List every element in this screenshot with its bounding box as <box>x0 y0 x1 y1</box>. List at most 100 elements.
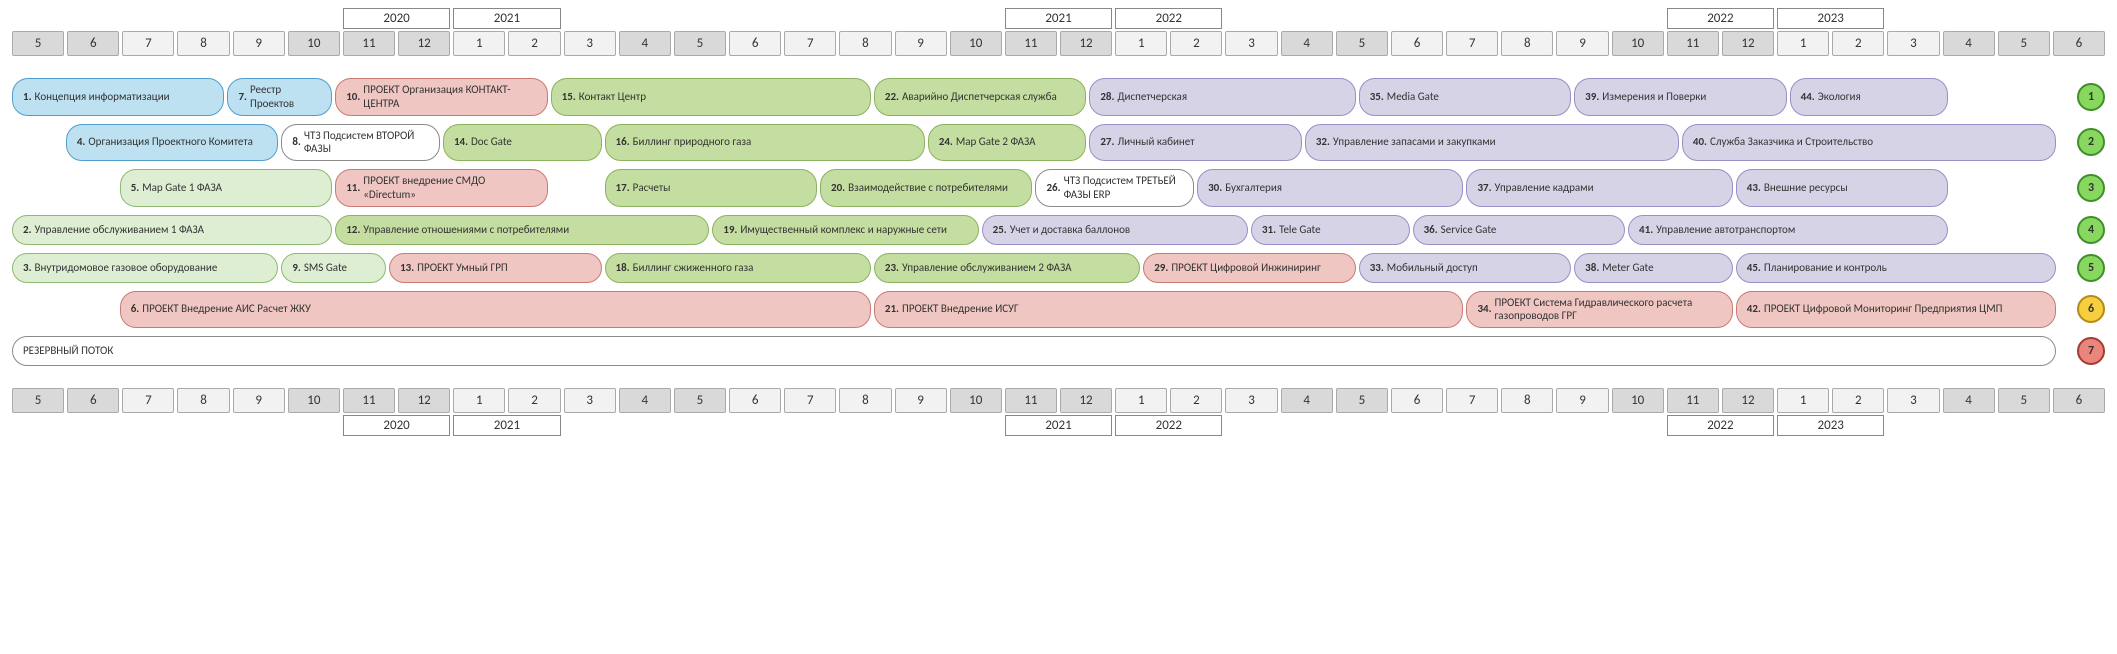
bar-label: Service Gate <box>1441 223 1497 237</box>
gantt-timeline: 202020212021202220222023 567891011121234… <box>12 8 2105 436</box>
gantt-bar: 28. Диспетчерская <box>1089 78 1355 116</box>
month-cell: 10 <box>288 388 340 413</box>
gantt-bar: 34. ПРОЕКТ Система Гидравлического расче… <box>1466 291 1732 329</box>
bar-label: Биллинг сжиженного газа <box>633 261 754 275</box>
month-cell: 10 <box>1612 31 1664 56</box>
bar-label: Имущественный комплекс и наружные сети <box>740 223 947 237</box>
month-cell: 11 <box>1005 31 1057 56</box>
year-label: 2021 <box>1005 415 1112 436</box>
gantt-bar: 16. Биллинг природного газа <box>605 124 925 162</box>
month-cell: 9 <box>233 31 285 56</box>
month-cell: 8 <box>177 31 229 56</box>
bar-label: Внешние ресурсы <box>1764 181 1848 195</box>
month-cell: 4 <box>1943 388 1995 413</box>
gantt-row: РЕЗЕРВНЫЙ ПОТОК7 <box>12 336 2105 366</box>
bar-label: Биллинг природного газа <box>633 135 752 149</box>
bar-number: 1. <box>23 90 32 104</box>
bar-label: Map Gate 2 ФАЗА <box>956 135 1036 149</box>
bar-number: 34. <box>1477 302 1491 316</box>
month-cell: 8 <box>177 388 229 413</box>
bar-label: Управление автотранспортом <box>1656 223 1795 237</box>
gantt-bar: 30. Бухгалтерия <box>1197 169 1463 207</box>
bar-label: ПРОЕКТ внедрение СМДО «Directum» <box>363 174 536 202</box>
month-cell: 12 <box>398 388 450 413</box>
month-cell: 2 <box>508 31 560 56</box>
month-cell: 7 <box>1446 388 1498 413</box>
month-cell: 5 <box>1998 388 2050 413</box>
gantt-bar: 21. ПРОЕКТ Внедрение ИСУГ <box>874 291 1464 329</box>
gantt-bar: 23. Управление обслуживанием 2 ФАЗА <box>874 253 1140 283</box>
month-cell: 6 <box>67 388 119 413</box>
bar-label: Концепция информатизации <box>35 90 170 104</box>
month-cell: 10 <box>288 31 340 56</box>
month-cell: 11 <box>1667 388 1719 413</box>
bar-number: 4. <box>77 135 86 149</box>
year-label: 2022 <box>1667 8 1774 29</box>
month-cell: 10 <box>950 31 1002 56</box>
row-circle: 6 <box>2077 295 2105 323</box>
bar-number: 44. <box>1801 90 1815 104</box>
year-row-bottom: 202020212021202220222023 <box>12 415 2105 436</box>
gantt-bar: 6. ПРОЕКТ Внедрение АИС Расчет ЖКУ <box>120 291 871 329</box>
gantt-bar: 36. Service Gate <box>1413 215 1625 245</box>
month-cell: 5 <box>12 31 64 56</box>
year-label: 2021 <box>453 8 560 29</box>
bar-label: Взаимодействие с потребителями <box>848 181 1008 195</box>
month-cell: 10 <box>950 388 1002 413</box>
month-cell: 11 <box>343 31 395 56</box>
gantt-row: 4. Организация Проектного Комитета8. ЧТЗ… <box>12 124 2105 162</box>
gantt-bar: 44. Экология <box>1790 78 1949 116</box>
month-cell: 8 <box>839 31 891 56</box>
bar-number: 27. <box>1100 135 1114 149</box>
month-cell: 4 <box>619 31 671 56</box>
bar-number: 7. <box>238 90 247 104</box>
row-circle: 4 <box>2077 216 2105 244</box>
month-cell: 11 <box>1005 388 1057 413</box>
gantt-bar: 33. Мобильный доступ <box>1359 253 1571 283</box>
gantt-bar: 14. Doc Gate <box>443 124 602 162</box>
gantt-bar: 10. ПРОЕКТ Организация КОНТАКТ-ЦЕНТРА <box>335 78 547 116</box>
gantt-row: 5. Map Gate 1 ФАЗА11. ПРОЕКТ внедрение С… <box>12 169 2105 207</box>
gantt-bar: 12. Управление отношениями с потребителя… <box>335 215 709 245</box>
bar-label: Контакт Центр <box>579 90 646 104</box>
gantt-bar: 15. Контакт Центр <box>551 78 871 116</box>
gantt-bar: 25. Учет и доставка баллонов <box>982 215 1248 245</box>
gantt-bar: 8. ЧТЗ Подсистем ВТОРОЙ ФАЗЫ <box>281 124 440 162</box>
bar-number: 38. <box>1585 261 1599 275</box>
gantt-bar: 13. ПРОЕКТ Умный ГРП <box>389 253 601 283</box>
year-row-top: 202020212021202220222023 <box>12 8 2105 29</box>
bar-label: ПРОЕКТ Умный ГРП <box>417 261 508 275</box>
bar-number: 26. <box>1046 181 1060 195</box>
bar-number: 35. <box>1370 90 1384 104</box>
bar-label: ЧТЗ Подсистем ВТОРОЙ ФАЗЫ <box>304 129 429 157</box>
month-cell: 1 <box>453 31 505 56</box>
month-cell: 9 <box>1556 388 1608 413</box>
bar-number: 19. <box>723 223 737 237</box>
gantt-bar: 19. Имущественный комплекс и наружные се… <box>712 215 978 245</box>
month-cell: 1 <box>1777 31 1829 56</box>
month-cell: 6 <box>67 31 119 56</box>
gantt-bar: 4. Организация Проектного Комитета <box>66 124 278 162</box>
gantt-bar: 27. Личный кабинет <box>1089 124 1301 162</box>
year-label: 2020 <box>343 8 450 29</box>
month-cell: 5 <box>1336 31 1388 56</box>
month-cell: 9 <box>895 388 947 413</box>
year-label: 2023 <box>1777 8 1884 29</box>
month-cell: 4 <box>1281 31 1333 56</box>
month-cell: 7 <box>122 388 174 413</box>
month-cell: 3 <box>1225 388 1277 413</box>
month-cell: 1 <box>453 388 505 413</box>
bar-label: Аварийно Диспетчерская служба <box>902 90 1057 104</box>
month-cell: 8 <box>839 388 891 413</box>
bar-number: 23. <box>885 261 899 275</box>
bar-number: 13. <box>400 261 414 275</box>
month-cell: 12 <box>1722 388 1774 413</box>
bar-number: 22. <box>885 90 899 104</box>
month-cell: 3 <box>564 388 616 413</box>
gantt-bar: 42. ПРОЕКТ Цифровой Мониторинг Предприят… <box>1736 291 2056 329</box>
bar-label: ПРОЕКТ Система Гидравлического расчета г… <box>1495 296 1722 324</box>
month-cell: 5 <box>674 31 726 56</box>
bar-label: Измерения и Поверки <box>1602 90 1706 104</box>
bar-number: 15. <box>562 90 576 104</box>
gantt-bar: РЕЗЕРВНЫЙ ПОТОК <box>12 336 2056 366</box>
